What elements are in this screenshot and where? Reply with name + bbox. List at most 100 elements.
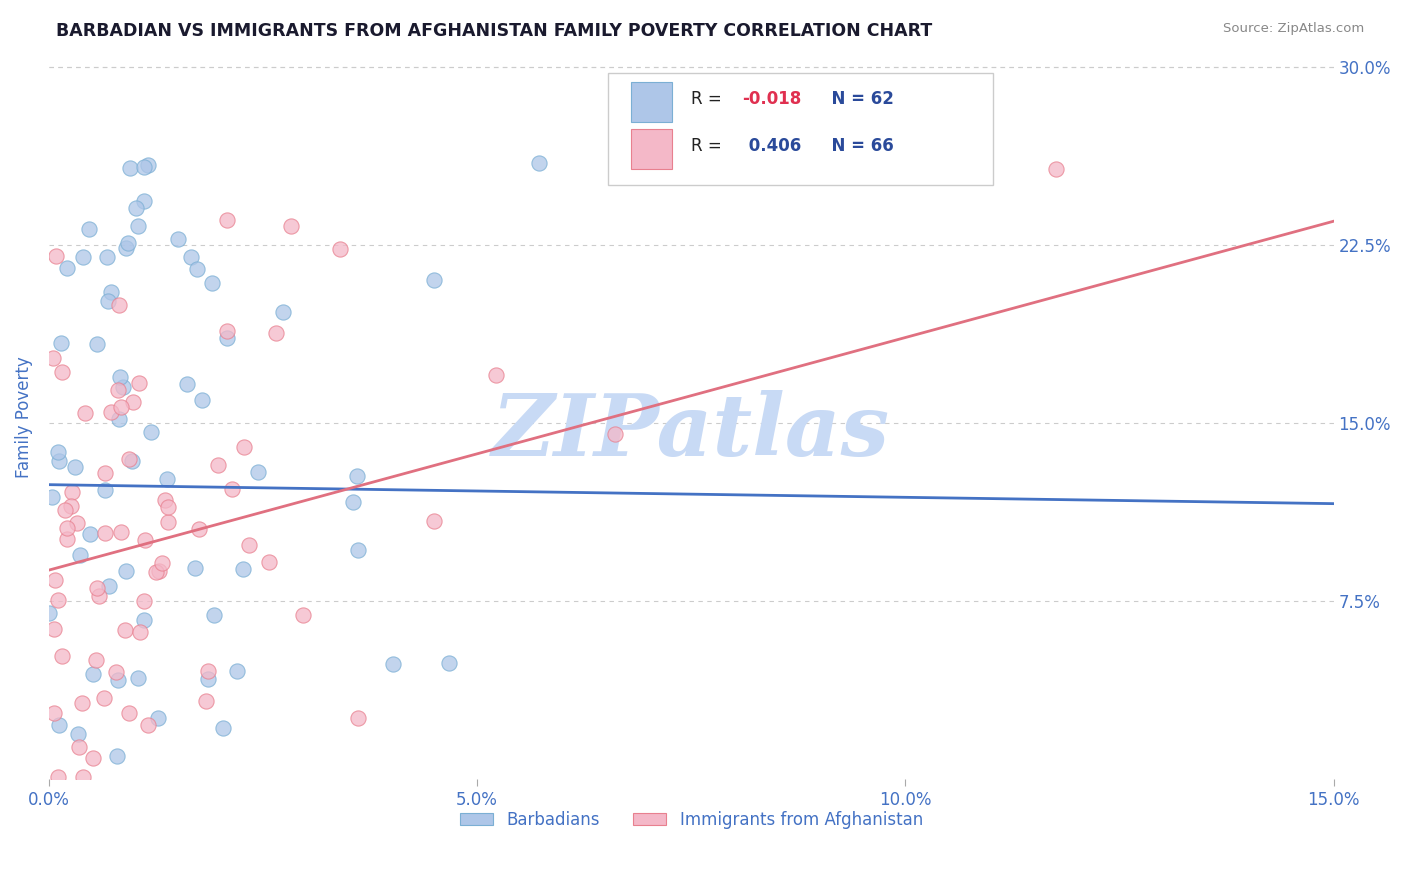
Text: ZIPatlas: ZIPatlas (492, 390, 890, 474)
Point (108, 412, 131, 426)
Point (84, 653, 107, 667)
Point (45, 249, 67, 263)
Point (94, 525, 117, 540)
Point (217, 331, 239, 345)
Point (42, 706, 65, 720)
Point (82, 666, 104, 681)
Point (93, 690, 115, 705)
FancyBboxPatch shape (607, 73, 993, 186)
Point (42, 622, 65, 636)
Point (115, 241, 138, 255)
Point (110, 525, 132, 540)
Point (46, 770, 69, 784)
Point (94, 483, 117, 498)
Point (264, 326, 287, 340)
Point (100, 405, 122, 419)
Point (197, 673, 219, 687)
Point (271, 305, 294, 319)
Point (195, 694, 218, 708)
Point (127, 219, 149, 233)
Point (121, 453, 143, 467)
Point (86, 337, 108, 351)
Point (134, 194, 156, 209)
Point (77, 221, 100, 235)
FancyBboxPatch shape (631, 82, 672, 122)
Point (38, 607, 60, 621)
Point (51, 336, 73, 351)
Point (94, 466, 117, 480)
Point (108, 298, 131, 312)
Point (329, 242, 352, 256)
Point (62, 484, 84, 499)
Point (128, 376, 150, 390)
Point (136, 717, 159, 731)
Point (155, 493, 177, 508)
Point (259, 555, 281, 569)
Point (211, 722, 233, 736)
Point (56, 260, 79, 275)
Point (59, 499, 82, 513)
Point (46, 592, 69, 607)
Point (41, 351, 63, 366)
Point (145, 565, 167, 579)
Point (191, 393, 214, 408)
Point (118, 161, 141, 176)
Point (67, 727, 90, 741)
Point (381, 657, 404, 671)
Point (156, 472, 179, 486)
Point (96, 251, 118, 265)
Point (156, 500, 179, 514)
Point (485, 368, 508, 383)
Point (291, 607, 314, 622)
Point (136, 158, 159, 172)
Point (342, 495, 364, 509)
Point (46, 445, 69, 459)
Point (238, 538, 260, 552)
Text: N = 62: N = 62 (820, 89, 894, 108)
Point (56, 521, 79, 535)
Point (134, 533, 156, 547)
Text: Source: ZipAtlas.com: Source: ZipAtlas.com (1223, 22, 1364, 36)
Text: N = 66: N = 66 (820, 136, 893, 154)
Text: 0.406: 0.406 (742, 136, 801, 154)
Point (72, 770, 94, 784)
Point (86, 582, 108, 596)
Point (280, 219, 302, 234)
Point (139, 425, 162, 439)
Point (197, 664, 219, 678)
Point (157, 515, 180, 529)
Point (247, 465, 270, 479)
Point (527, 156, 550, 170)
Point (124, 202, 146, 216)
Point (207, 458, 229, 472)
Point (56, 533, 79, 547)
Point (107, 673, 129, 687)
Point (180, 251, 202, 265)
Point (67, 740, 90, 755)
Point (82, 751, 104, 765)
Point (122, 394, 145, 409)
Point (226, 664, 249, 678)
Point (346, 469, 368, 483)
Point (118, 706, 141, 721)
Point (184, 561, 207, 575)
Point (132, 594, 155, 608)
Point (221, 482, 243, 496)
Point (79, 527, 101, 541)
Text: BARBADIAN VS IMMIGRANTS FROM AFGHANISTAN FAMILY POVERTY CORRELATION CHART: BARBADIAN VS IMMIGRANTS FROM AFGHANISTAN… (56, 22, 932, 40)
Point (75, 406, 97, 420)
Point (110, 370, 132, 384)
Point (110, 400, 132, 414)
Point (233, 440, 256, 454)
Point (117, 235, 139, 250)
Point (97, 293, 120, 308)
Point (117, 452, 139, 467)
Point (202, 607, 225, 622)
Point (41, 490, 63, 504)
Point (423, 514, 446, 528)
Point (605, 427, 627, 442)
Point (232, 562, 254, 576)
Point (347, 711, 370, 725)
Point (51, 365, 73, 379)
Point (51, 649, 73, 664)
